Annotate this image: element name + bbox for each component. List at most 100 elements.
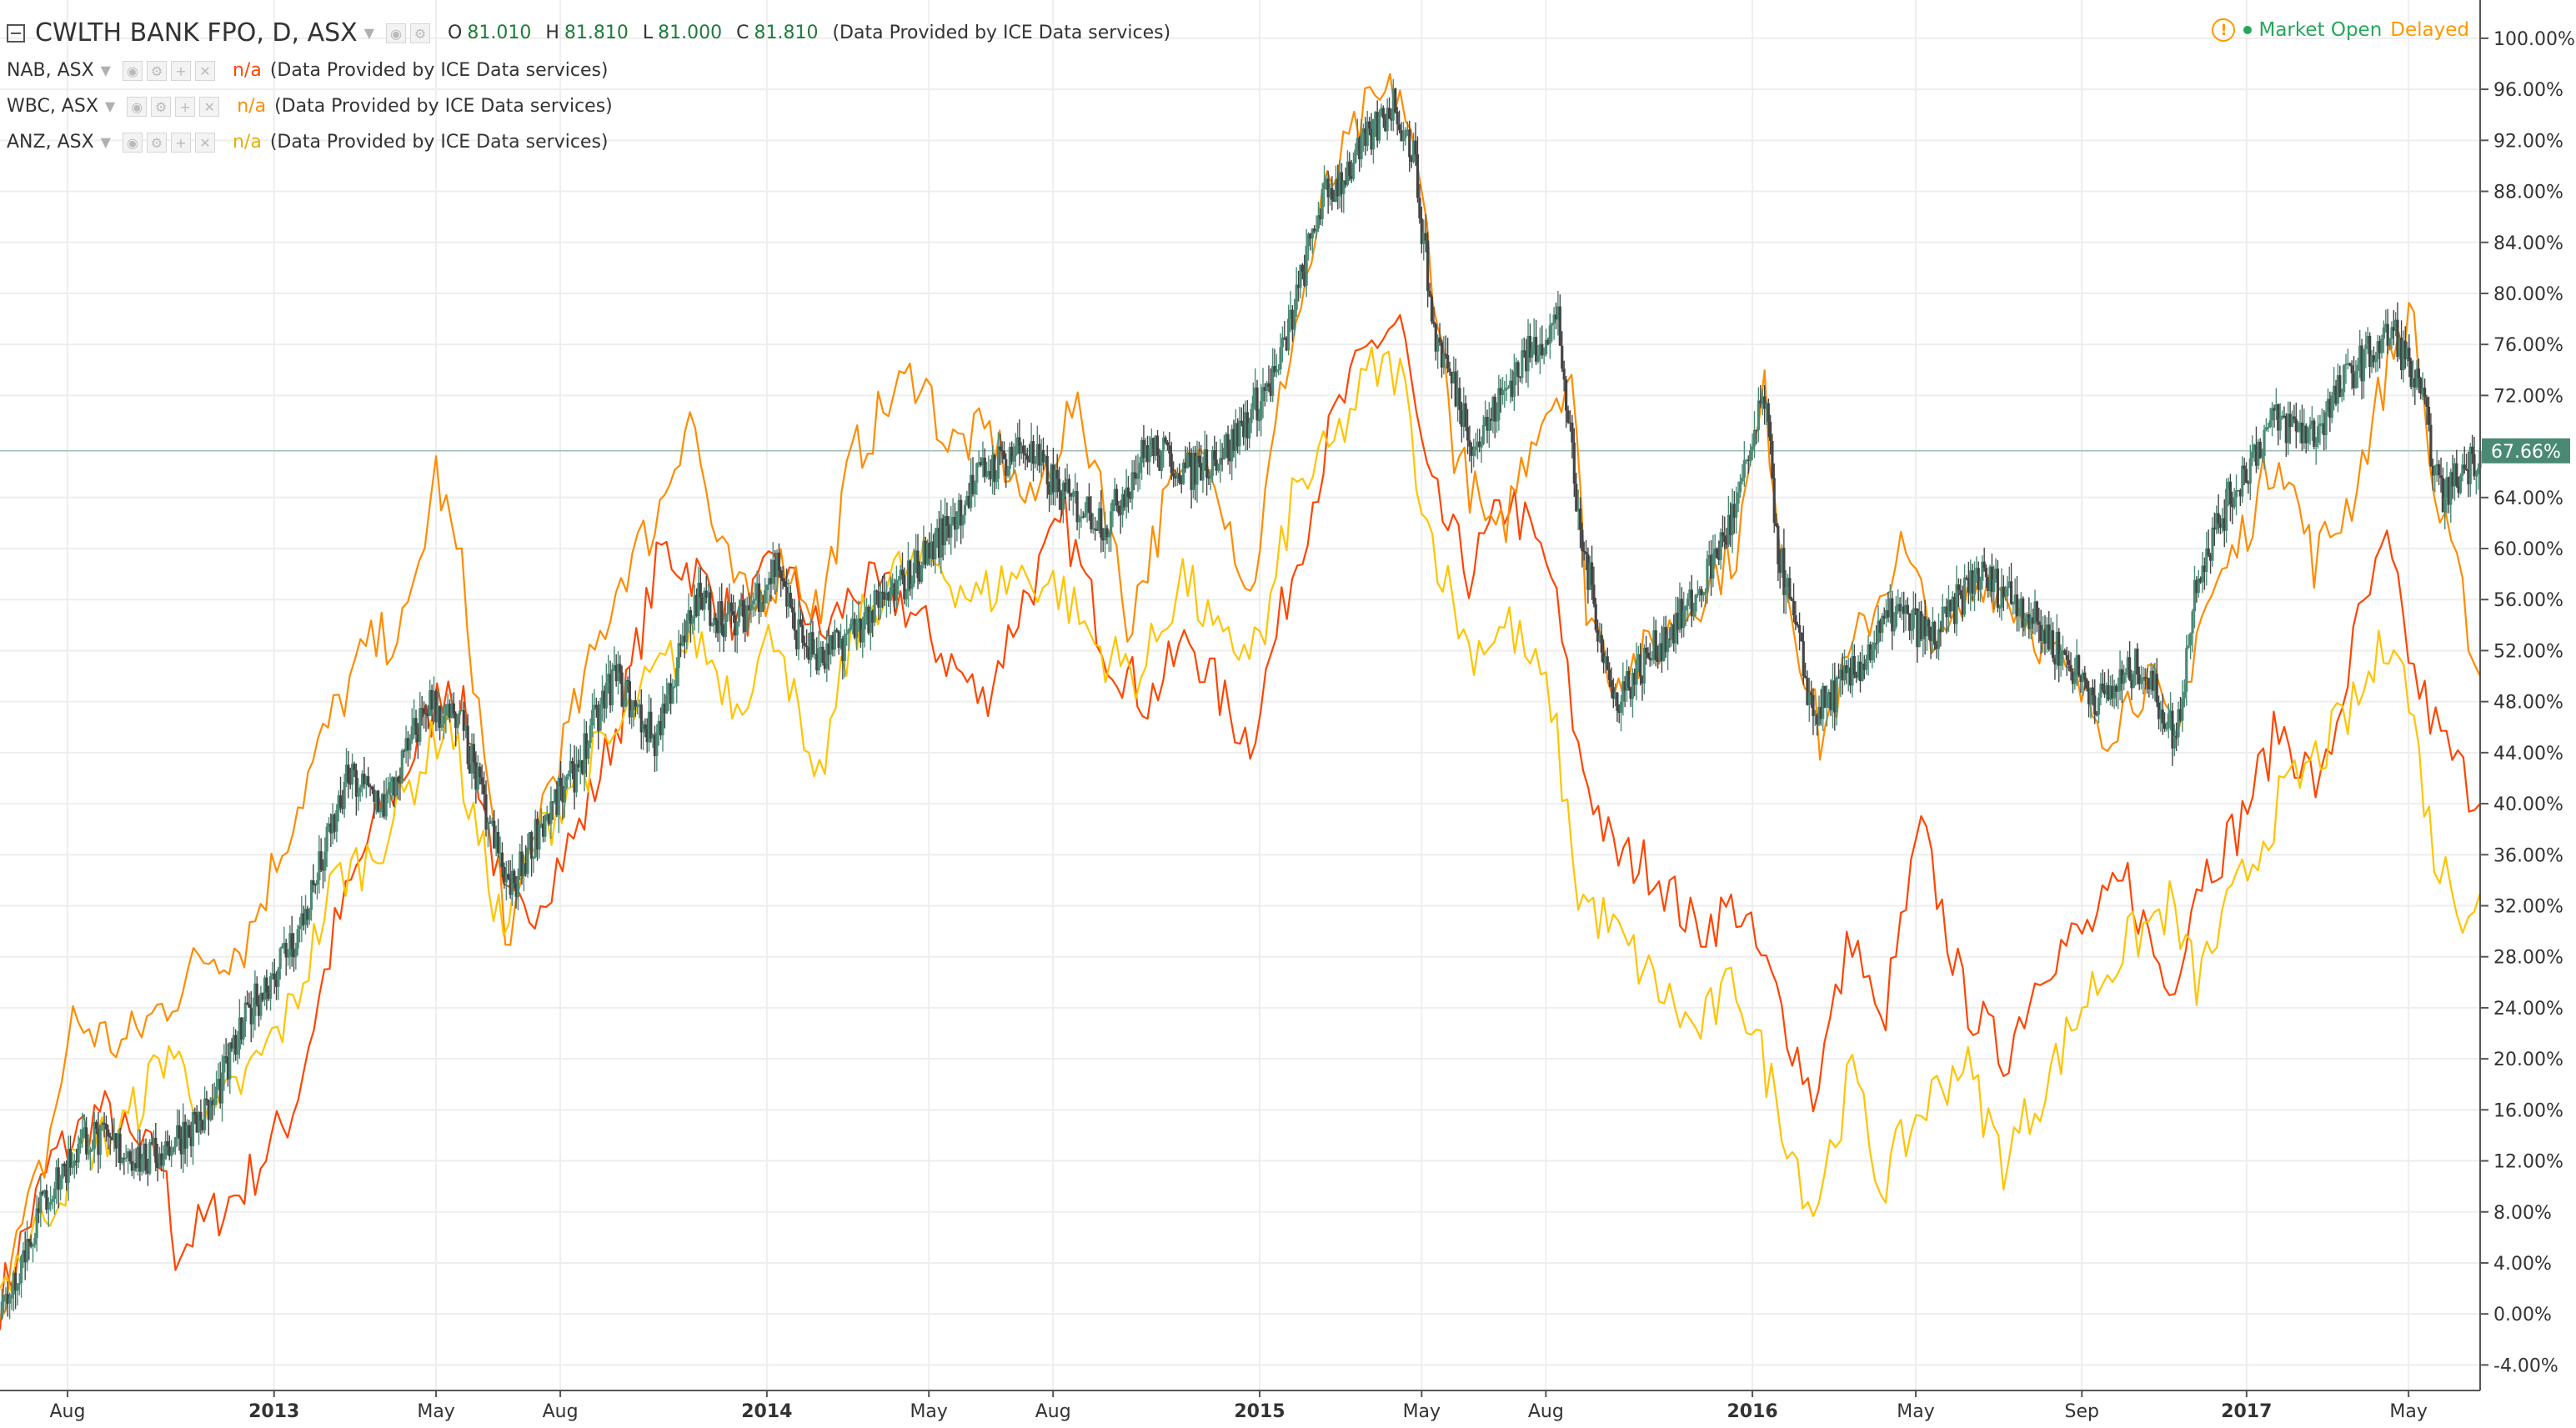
candle-body xyxy=(1656,660,1660,662)
candle-body xyxy=(624,679,628,706)
close-icon[interactable]: ✕ xyxy=(194,60,215,81)
candle-body xyxy=(794,630,799,649)
candle-body xyxy=(1796,624,1799,626)
candle-body xyxy=(2175,735,2178,738)
plus-icon[interactable]: + xyxy=(175,96,196,117)
candle-body xyxy=(779,570,783,579)
candle-body xyxy=(622,705,626,707)
candle-body xyxy=(242,1021,245,1040)
candle-body xyxy=(2081,672,2085,683)
chevron-down-icon[interactable]: ▼ xyxy=(104,98,116,114)
gear-icon[interactable]: ⚙ xyxy=(146,132,167,153)
candle-body xyxy=(2077,655,2081,676)
candle-body xyxy=(827,643,830,655)
candle-body xyxy=(43,1190,47,1195)
candle-body xyxy=(1155,435,1160,456)
gear-icon[interactable]: ⚙ xyxy=(151,96,172,117)
candle-body xyxy=(610,669,614,706)
x-tick-label: May xyxy=(417,1401,454,1422)
compare-legend-anz[interactable]: ANZ, ASX ▼ ◉ ⚙ + ✕ n/a (Data Provided by IC… xyxy=(7,132,609,153)
candle-body xyxy=(1138,463,1141,473)
candle-body xyxy=(1250,408,1253,423)
candle-body xyxy=(162,1159,165,1166)
eye-icon[interactable]: ◉ xyxy=(122,60,143,81)
candle-body xyxy=(248,1004,251,1008)
candle-body xyxy=(1368,121,1371,129)
main-symbol-legend[interactable]: CWLTH BANK FPO, D, ASX ▼ ◉ ⚙ O 81.010 H 81… xyxy=(7,18,1170,48)
warning-icon[interactable]: ! xyxy=(2212,18,2236,42)
close-icon[interactable]: ✕ xyxy=(194,132,215,153)
candle-body xyxy=(2320,423,2323,424)
time-axis[interactable]: Aug 2013 May Aug 2014 May Aug 2015 May Aug 2016 May… xyxy=(0,1390,2480,1422)
candle-body xyxy=(224,1056,228,1058)
chevron-down-icon[interactable]: ▼ xyxy=(100,63,111,78)
data-source-text: (Data Provided by ICE Data services) xyxy=(832,23,1171,43)
candle-body xyxy=(906,560,910,592)
candle-body xyxy=(1871,649,1874,661)
candle-body xyxy=(1817,706,1821,725)
candle-body xyxy=(1727,514,1731,545)
compare-legend-wbc[interactable]: WBC, ASX ▼ ◉ ⚙ + ✕ n/a (Data Provided by IC… xyxy=(7,96,613,117)
candle-body xyxy=(195,1115,198,1133)
candle-body xyxy=(1554,314,1558,320)
candle-body xyxy=(205,1098,208,1100)
chevron-down-icon[interactable]: ▼ xyxy=(363,25,375,41)
candle-body xyxy=(712,618,716,626)
candle-body xyxy=(590,709,594,726)
candle-body xyxy=(283,943,286,947)
candle-body xyxy=(154,1138,158,1163)
candle-body xyxy=(347,764,350,784)
eye-icon[interactable]: ◉ xyxy=(127,96,148,117)
eye-icon[interactable]: ◉ xyxy=(122,132,143,153)
candle-body xyxy=(2108,685,2112,700)
collapse-icon[interactable] xyxy=(7,23,25,43)
candle-body xyxy=(418,708,422,742)
candle-body xyxy=(1757,400,1760,430)
candle-body xyxy=(2451,472,2454,487)
plus-icon[interactable]: + xyxy=(170,132,191,153)
candle-body xyxy=(999,446,1002,450)
candle-body xyxy=(1316,215,1321,229)
candle-body xyxy=(1996,569,1999,608)
candle-body xyxy=(1701,594,1705,596)
candle-body xyxy=(2218,524,2223,529)
candle-body xyxy=(321,869,325,871)
candle-body xyxy=(2386,323,2389,346)
candle-body xyxy=(2161,709,2164,724)
candle-body xyxy=(329,823,333,834)
plus-icon[interactable]: + xyxy=(170,60,191,81)
candle-body xyxy=(2419,378,2423,394)
candle-body xyxy=(920,564,924,582)
candle-body xyxy=(2111,685,2114,699)
candle-body xyxy=(2402,340,2405,371)
candle-body xyxy=(534,819,537,858)
candle-body xyxy=(2049,630,2052,650)
candle-body xyxy=(507,874,510,879)
gear-icon[interactable]: ⚙ xyxy=(410,23,431,43)
gear-icon[interactable]: ⚙ xyxy=(146,60,167,81)
candle-body xyxy=(983,458,986,477)
candle-body xyxy=(484,794,488,830)
candle-body xyxy=(1532,337,1536,349)
candle-body xyxy=(442,715,446,724)
y-tick-label: 16.00% xyxy=(2493,1100,2563,1121)
candle-body xyxy=(1376,112,1379,141)
candle-body xyxy=(87,1152,90,1155)
candle-body xyxy=(528,832,531,848)
compare-legend-nab[interactable]: NAB, ASX ▼ ◉ ⚙ + ✕ n/a (Data Provided by IC… xyxy=(7,60,609,81)
candle-body xyxy=(2443,498,2447,513)
candle-body xyxy=(1855,674,1858,679)
close-icon[interactable]: ✕ xyxy=(199,96,220,117)
candle-body xyxy=(873,590,876,623)
y-tick-label: 36.00% xyxy=(2493,845,2563,866)
candle-body xyxy=(1055,469,1059,479)
last-price-label: 67.66% xyxy=(2491,442,2561,463)
candle-body xyxy=(2364,344,2368,350)
candle-body xyxy=(679,643,683,646)
candle-body xyxy=(641,724,645,733)
chevron-down-icon[interactable]: ▼ xyxy=(100,134,111,150)
eye-icon[interactable]: ◉ xyxy=(386,23,407,43)
candle-body xyxy=(374,790,378,802)
price-axis[interactable]: 100.00% 96.00% 92.00% 88.00% 84.00% 80.00% 76.… xyxy=(2479,0,2575,1390)
